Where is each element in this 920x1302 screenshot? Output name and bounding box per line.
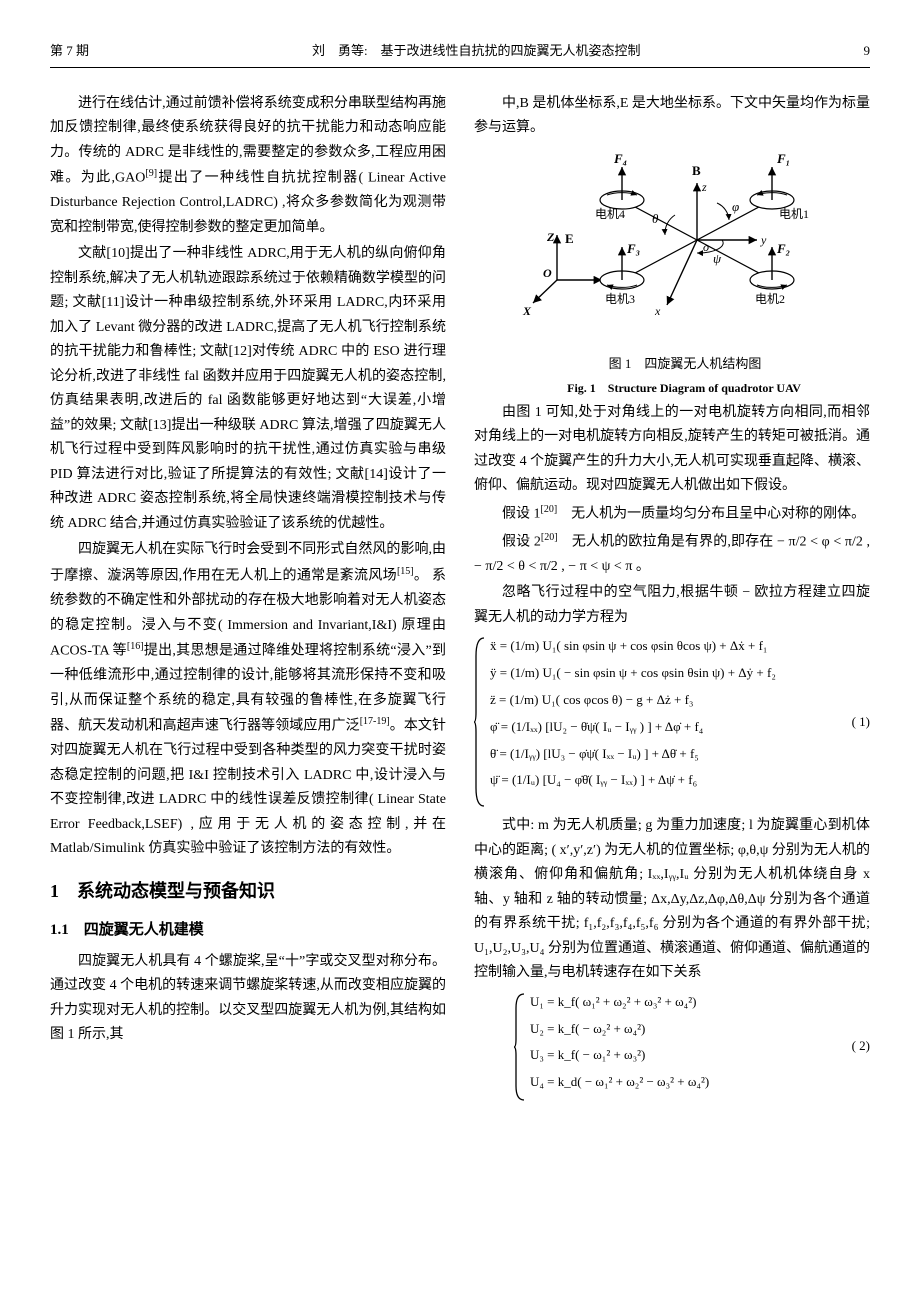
label-z: z [701,180,707,194]
label-m4: 电机4 [595,207,625,221]
equation-1: ẍ = (1/m) U₁( sin φsin ψ + cos φsin θcos… [474,636,870,808]
para: 四旋翼无人机在实际飞行时会受到不同形式自然风的影响,由于摩擦、漩涡等原因,作用在… [50,538,446,861]
label-m3: 电机3 [605,292,635,306]
label-F1: F₁ [776,151,790,166]
heading-2: 1.1 四旋翼无人机建模 [50,917,446,943]
heading-1: 1 系统动态模型与预备知识 [50,876,446,908]
label-theta: θ [652,211,659,226]
label-B: B [692,163,701,178]
para: 由图 1 可知,处于对角线上的一对电机旋转方向相同,而相邻对角线上的一对电机旋转… [474,401,870,499]
label-xb: x [654,304,661,318]
eq2-lines: U₁ = k_f( ω₁² + ω₂² + ω₃² + ω₄²) U₂ = k_… [530,992,709,1102]
label-phi: φ [732,199,739,214]
label-F4: F₄ [613,151,627,166]
para: 假设 1[20] 无人机为一质量均匀分布且呈中心对称的刚体。 [474,501,870,527]
para: 式中: m 为无人机质量; g 为重力加速度; l 为旋翼重心到机体中心的距离;… [474,814,870,986]
column-left: 进行在线估计,通过前馈补偿将系统变成积分串联型结构再施加反馈控制律,最终使系统获… [50,92,446,1108]
label-Z: Z [546,230,555,244]
label-psi: ψ [713,251,722,266]
eq-number: ( 1) [842,711,870,734]
label-m2: 电机2 [755,292,785,306]
eq1-lines: ẍ = (1/m) U₁( sin φsin ψ + cos φsin θcos… [490,636,776,808]
label-E: E [565,231,574,246]
brace-icon [474,636,490,808]
header-center: 刘 勇等: 基于改进线性自抗扰的四旋翼无人机姿态控制 [312,40,641,63]
fig-caption-cn: 图 1 四旋翼无人机结构图 [474,353,870,376]
brace-icon [514,992,530,1102]
fig-caption-en: Fig. 1 Structure Diagram of quadrotor UA… [474,378,870,399]
header-right: 9 [863,40,870,63]
label-y: y [760,233,767,247]
label-O: O [543,266,552,280]
label-F3: F₃ [626,241,640,256]
para: 文献[10]提出了一种非线性 ADRC,用于无人机的纵向俯仰角控制系统,解决了无… [50,242,446,536]
figure-1: E Z Y X O [474,145,870,345]
label-m1: 电机1 [779,207,809,221]
page-header: 第 7 期 刘 勇等: 基于改进线性自抗扰的四旋翼无人机姿态控制 9 [50,40,870,68]
para: 进行在线估计,通过前馈补偿将系统变成积分串联型结构再施加反馈控制律,最终使系统获… [50,92,446,241]
para: 中,B 是机体坐标系,E 是大地坐标系。下文中矢量均作为标量参与运算。 [474,92,870,141]
header-left: 第 7 期 [50,40,89,63]
para: 忽略飞行过程中的空气阻力,根据牛顿 − 欧拉方程建立四旋翼无人机的动力学方程为 [474,581,870,630]
body-columns: 进行在线估计,通过前馈补偿将系统变成积分串联型结构再施加反馈控制律,最终使系统获… [50,92,870,1108]
eq-number: ( 2) [842,1035,870,1058]
para: 四旋翼无人机具有 4 个螺旋桨,呈“十”字或交叉型对称分布。通过改变 4 个电机… [50,950,446,1048]
label-X: X [522,304,532,318]
equation-2: U₁ = k_f( ω₁² + ω₂² + ω₃² + ω₄²) U₂ = k_… [474,992,870,1102]
para: 假设 2[20] 无人机的欧拉角是有界的,即存在 − π/2 < φ < π/2… [474,529,870,580]
quadrotor-diagram: E Z Y X O [517,145,827,345]
label-F2: F₂ [776,241,790,256]
column-right: 中,B 是机体坐标系,E 是大地坐标系。下文中矢量均作为标量参与运算。 E Z … [474,92,870,1108]
